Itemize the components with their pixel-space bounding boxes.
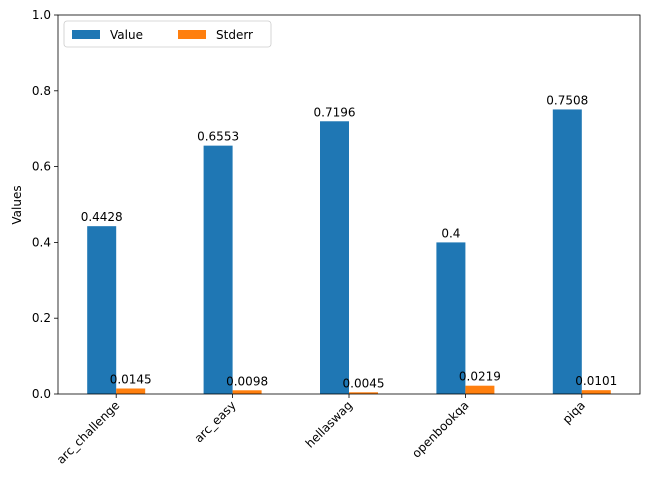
legend-label-stderr: Stderr xyxy=(216,28,253,42)
data-label-stderr: 0.0045 xyxy=(343,376,385,390)
legend-swatch-stderr xyxy=(178,30,206,39)
data-label-stderr: 0.0145 xyxy=(110,373,152,387)
bar-value-hellaswag xyxy=(320,121,349,394)
y-axis-label: Values xyxy=(10,185,24,224)
y-tick-label: 1.0 xyxy=(32,8,51,22)
bar-stderr-arc_challenge xyxy=(116,388,146,394)
data-label-stderr: 0.0219 xyxy=(459,370,501,384)
bar-stderr-hellaswag xyxy=(349,392,378,394)
data-label-value: 0.7508 xyxy=(546,93,588,107)
bar-value-arc_challenge xyxy=(87,226,117,394)
bar-value-openbookqa xyxy=(436,242,466,394)
plot-frame xyxy=(57,14,641,395)
data-label-stderr: 0.0098 xyxy=(226,374,268,388)
bar-stderr-piqa xyxy=(581,390,611,394)
x-tick-label: arc_easy xyxy=(192,398,239,445)
data-label-value: 0.4 xyxy=(441,226,460,240)
y-tick-label: 0.6 xyxy=(32,160,51,174)
data-label-value: 0.4428 xyxy=(81,210,123,224)
y-tick-label: 0.8 xyxy=(32,84,51,98)
x-tick-label: openbookqa xyxy=(409,398,471,460)
bar-value-piqa xyxy=(552,109,582,394)
legend-box xyxy=(63,20,272,48)
x-tick-label: arc_challenge xyxy=(54,398,122,466)
bar-stderr-arc_easy xyxy=(232,390,262,394)
legend-label-value: Value xyxy=(110,28,143,42)
data-label-value: 0.6553 xyxy=(197,130,239,144)
bar-value-arc_easy xyxy=(203,145,233,394)
x-tick-label: hellaswag xyxy=(303,398,355,450)
data-label-value: 0.7196 xyxy=(314,105,356,119)
plot-border xyxy=(57,14,641,395)
y-axis: 0.0 0.2 0.4 0.6 0.8 1.0 xyxy=(32,8,58,401)
x-tick-label: piqa xyxy=(560,398,588,426)
legend-swatch-value xyxy=(72,30,100,39)
data-labels-group: 0.4428 0.6553 0.7196 0.4 0.7508 0.0145 0.0098 0… xyxy=(81,93,618,390)
y-tick-label: 0.4 xyxy=(32,235,51,249)
legend: Value Stderr xyxy=(63,20,272,48)
data-label-stderr: 0.0101 xyxy=(575,374,617,388)
bars-group xyxy=(87,109,611,394)
x-axis: arc_challenge arc_easy hellaswag openbookqa… xyxy=(54,394,588,467)
bar-stderr-openbookqa xyxy=(465,385,495,394)
y-tick-label: 0.0 xyxy=(32,387,51,401)
y-tick-label: 0.2 xyxy=(32,311,51,325)
